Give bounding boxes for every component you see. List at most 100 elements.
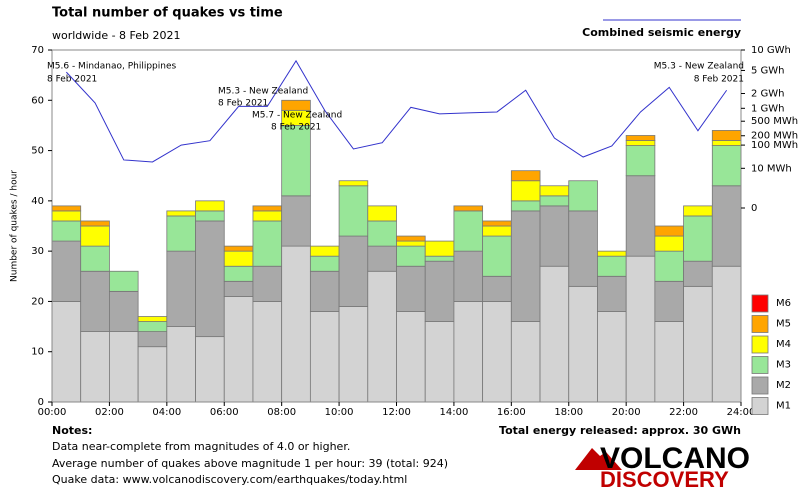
bar-segment (367, 205, 397, 222)
bar-segment (683, 215, 713, 262)
y2-tick-label: 100 MWh (751, 140, 798, 151)
bar-segment (195, 336, 225, 403)
y2-tick-label: 2 GWh (751, 88, 785, 99)
note: Average number of quakes above magnitude… (52, 457, 448, 470)
logo-icon (575, 448, 622, 470)
bar-segment (424, 255, 455, 262)
legend-swatch (751, 376, 769, 395)
bar-segment (654, 235, 684, 252)
y-tick-label: 40 (31, 196, 44, 207)
bar-segment (396, 311, 426, 403)
bar-segment (166, 210, 196, 217)
bar-segment (568, 285, 598, 403)
x-tick-label: 10:00 (325, 407, 354, 418)
bar-segment (453, 301, 484, 403)
bar-segment (539, 205, 570, 267)
legend-label: M1 (776, 401, 791, 412)
legend-swatch (751, 397, 769, 415)
bar-segment (539, 265, 570, 403)
x-tick-label: 12:00 (382, 407, 411, 418)
y-axis-label: Number of quakes / hour (10, 170, 20, 282)
annotation: M5.3 - New Zealand (218, 87, 308, 97)
energy-legend-label: Combined seismic energy (582, 26, 741, 39)
bar-segment (654, 250, 684, 282)
note: Data near-complete from magnitudes of 4.… (52, 440, 350, 453)
y2-tick-label: 0 (751, 203, 757, 214)
bar-segment (683, 260, 713, 287)
x-tick-label: 02:00 (95, 407, 124, 418)
bar-segment (252, 265, 283, 302)
bar-segment (711, 140, 742, 146)
bar-segment (195, 220, 225, 338)
y-tick-label: 70 (31, 45, 44, 56)
legend-label: M2 (776, 380, 791, 391)
chart-subtitle: worldwide - 8 Feb 2021 (52, 29, 181, 42)
bar-segment (396, 240, 426, 247)
bar-segment (510, 210, 541, 322)
x-tick-label: 08:00 (267, 407, 296, 418)
bar-segment (625, 145, 656, 177)
chart-title: Total number of quakes vs time (52, 6, 283, 21)
annotation: 8 Feb 2021 (271, 123, 321, 133)
logo-text: VOLCANO (600, 442, 750, 475)
x-tick-label: 00:00 (38, 407, 67, 418)
bar-segment (453, 250, 484, 302)
x-tick-label: 18:00 (554, 407, 583, 418)
legend-swatch (751, 335, 769, 354)
legend-swatch (751, 294, 769, 313)
bar-segment (252, 210, 283, 222)
bar-segment (683, 285, 713, 403)
bar-segment (396, 235, 426, 242)
bar-segment (453, 210, 484, 252)
bar-segment (625, 175, 656, 257)
bar-segment (338, 306, 369, 403)
bar-segment (80, 331, 110, 403)
bar-segment (309, 245, 340, 257)
y-tick-label: 50 (31, 146, 44, 157)
bar-segment (252, 205, 283, 212)
bar-segment (137, 331, 168, 348)
annotation: M5.6 - Mindanao, Philippines (47, 62, 176, 72)
bar-segment (597, 255, 627, 277)
bar-segment (625, 255, 656, 403)
bar-segment (625, 140, 656, 146)
bar-segment (482, 220, 512, 227)
legend-label: M5 (776, 319, 791, 330)
legend-label: M4 (776, 339, 791, 350)
bar-segment (597, 311, 627, 403)
bar-segment (568, 210, 598, 287)
y-tick-label: 20 (31, 296, 44, 307)
bar-segment (166, 215, 196, 252)
x-tick-label: 22:00 (669, 407, 698, 418)
y-tick-label: 10 (31, 347, 44, 358)
x-tick-label: 04:00 (152, 407, 181, 418)
bar-segment (281, 125, 311, 197)
bar-segment (338, 185, 369, 237)
bar-segment (281, 99, 311, 111)
legend-label: M3 (776, 360, 791, 371)
bar-segment (51, 220, 82, 242)
x-tick-label: 24:00 (727, 407, 756, 418)
y2-tick-label: 1 GWh (751, 103, 785, 114)
bar-segment (223, 245, 254, 252)
bar-segment (367, 220, 397, 247)
annotation: M5.7 - New Zealand (252, 111, 342, 121)
bar-segment (625, 135, 656, 141)
bar-segment (137, 316, 168, 322)
bar-segment (482, 301, 512, 403)
bar-segment (338, 235, 369, 307)
bar-segment (396, 245, 426, 267)
bar-segment (338, 180, 369, 187)
bar-segment (80, 270, 110, 332)
bar-segment (80, 220, 110, 227)
bar-segment (166, 250, 196, 327)
bar-segment (223, 280, 254, 297)
bar-segment (223, 265, 254, 282)
y2-tick-label: 5 GWh (751, 65, 785, 76)
bar-segment (309, 270, 340, 312)
annotation: 8 Feb 2021 (694, 75, 744, 85)
y-tick-label: 30 (31, 246, 44, 257)
bar-segment (568, 180, 598, 212)
legend-swatch (751, 356, 769, 374)
bar-segment (654, 225, 684, 237)
